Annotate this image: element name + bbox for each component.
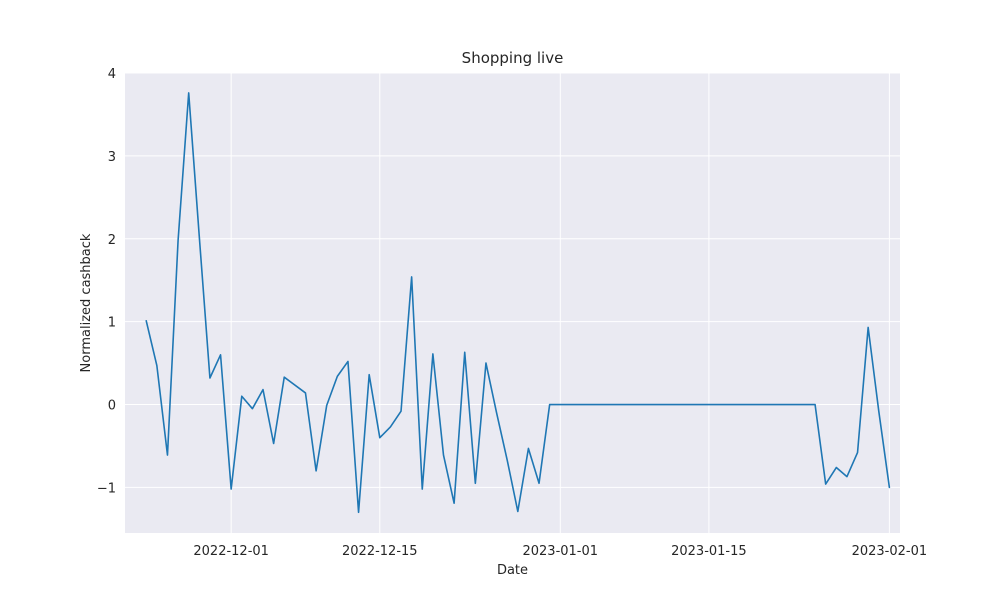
plot-area [125, 73, 900, 533]
x-tick-label: 2022-12-15 [342, 544, 418, 559]
y-tick-label: 1 [108, 316, 116, 331]
x-tick-label: 2022-12-01 [193, 544, 269, 559]
y-tick-label: 3 [108, 150, 116, 165]
x-axis-label: Date [497, 563, 528, 578]
y-tick-label: 2 [108, 233, 116, 248]
series-line [145, 92, 891, 514]
chart-title: Shopping live [462, 49, 564, 67]
x-tick-label: 2023-01-01 [522, 544, 598, 559]
y-tick-label: 0 [108, 399, 116, 414]
y-axis-ticks: −1 0 1 2 3 4 [97, 67, 116, 496]
x-axis-ticks: 2022-12-01 2022-12-15 2023-01-01 2023-01-15… [193, 544, 927, 559]
y-axis-label: Normalized cashback [79, 233, 94, 372]
x-tick-label: 2023-01-15 [671, 544, 747, 559]
series-layer [145, 92, 891, 514]
y-tick-label: 4 [108, 67, 116, 82]
x-tick-label: 2023-02-01 [852, 544, 928, 559]
y-tick-label: −1 [97, 481, 116, 496]
